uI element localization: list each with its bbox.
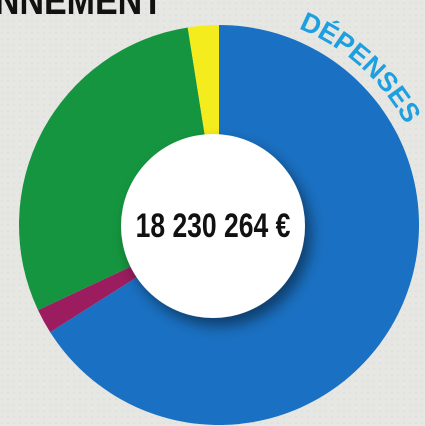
center-label: 18 230 264 € — [136, 207, 291, 245]
title: NNEMENT — [0, 0, 163, 23]
center-disc — [121, 134, 305, 318]
